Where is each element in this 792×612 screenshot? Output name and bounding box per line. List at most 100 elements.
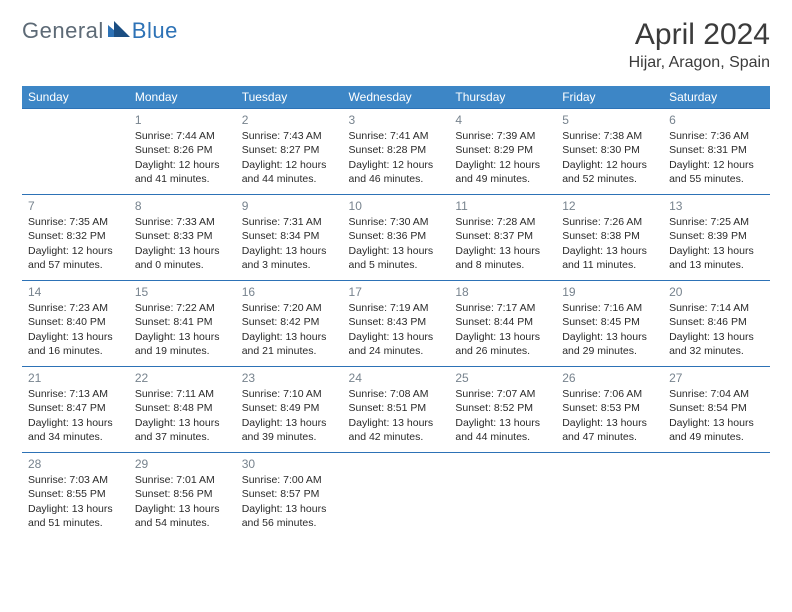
sunrise-text: Sunrise: 7:38 AM xyxy=(562,129,657,143)
daylight-text: Daylight: 13 hours and 39 minutes. xyxy=(242,416,337,444)
daylight-text: Daylight: 13 hours and 29 minutes. xyxy=(562,330,657,358)
day-cell: 1Sunrise: 7:44 AMSunset: 8:26 PMDaylight… xyxy=(129,109,236,195)
sunset-text: Sunset: 8:27 PM xyxy=(242,143,337,157)
daylight-text: Daylight: 13 hours and 47 minutes. xyxy=(562,416,657,444)
day-cell: 26Sunrise: 7:06 AMSunset: 8:53 PMDayligh… xyxy=(556,367,663,453)
weekday-header: Thursday xyxy=(449,86,556,109)
day-number: 6 xyxy=(669,112,764,128)
day-cell: 20Sunrise: 7:14 AMSunset: 8:46 PMDayligh… xyxy=(663,281,770,367)
sunset-text: Sunset: 8:31 PM xyxy=(669,143,764,157)
day-cell: 11Sunrise: 7:28 AMSunset: 8:37 PMDayligh… xyxy=(449,195,556,281)
day-number: 16 xyxy=(242,284,337,300)
sunset-text: Sunset: 8:33 PM xyxy=(135,229,230,243)
empty-cell xyxy=(556,453,663,539)
sunrise-text: Sunrise: 7:19 AM xyxy=(349,301,444,315)
daylight-text: Daylight: 13 hours and 51 minutes. xyxy=(28,502,123,530)
sunset-text: Sunset: 8:54 PM xyxy=(669,401,764,415)
day-number: 24 xyxy=(349,370,444,386)
day-cell: 17Sunrise: 7:19 AMSunset: 8:43 PMDayligh… xyxy=(343,281,450,367)
week-row: 1Sunrise: 7:44 AMSunset: 8:26 PMDaylight… xyxy=(22,109,770,195)
sunset-text: Sunset: 8:37 PM xyxy=(455,229,550,243)
day-number: 15 xyxy=(135,284,230,300)
daylight-text: Daylight: 13 hours and 24 minutes. xyxy=(349,330,444,358)
sunset-text: Sunset: 8:30 PM xyxy=(562,143,657,157)
calendar-table: SundayMondayTuesdayWednesdayThursdayFrid… xyxy=(22,86,770,539)
sunrise-text: Sunrise: 7:43 AM xyxy=(242,129,337,143)
daylight-text: Daylight: 13 hours and 49 minutes. xyxy=(669,416,764,444)
daylight-text: Daylight: 12 hours and 44 minutes. xyxy=(242,158,337,186)
day-cell: 18Sunrise: 7:17 AMSunset: 8:44 PMDayligh… xyxy=(449,281,556,367)
day-number: 3 xyxy=(349,112,444,128)
daylight-text: Daylight: 12 hours and 57 minutes. xyxy=(28,244,123,272)
daylight-text: Daylight: 13 hours and 32 minutes. xyxy=(669,330,764,358)
daylight-text: Daylight: 13 hours and 42 minutes. xyxy=(349,416,444,444)
sunset-text: Sunset: 8:48 PM xyxy=(135,401,230,415)
sunset-text: Sunset: 8:29 PM xyxy=(455,143,550,157)
sunset-text: Sunset: 8:32 PM xyxy=(28,229,123,243)
daylight-text: Daylight: 13 hours and 21 minutes. xyxy=(242,330,337,358)
day-number: 5 xyxy=(562,112,657,128)
sunrise-text: Sunrise: 7:08 AM xyxy=(349,387,444,401)
sunrise-text: Sunrise: 7:39 AM xyxy=(455,129,550,143)
sunset-text: Sunset: 8:55 PM xyxy=(28,487,123,501)
empty-cell xyxy=(449,453,556,539)
weekday-header: Tuesday xyxy=(236,86,343,109)
daylight-text: Daylight: 13 hours and 37 minutes. xyxy=(135,416,230,444)
daylight-text: Daylight: 13 hours and 5 minutes. xyxy=(349,244,444,272)
day-number: 23 xyxy=(242,370,337,386)
sunrise-text: Sunrise: 7:33 AM xyxy=(135,215,230,229)
sunset-text: Sunset: 8:45 PM xyxy=(562,315,657,329)
daylight-text: Daylight: 13 hours and 3 minutes. xyxy=(242,244,337,272)
sunset-text: Sunset: 8:49 PM xyxy=(242,401,337,415)
calendar-body: 1Sunrise: 7:44 AMSunset: 8:26 PMDaylight… xyxy=(22,109,770,539)
sunrise-text: Sunrise: 7:25 AM xyxy=(669,215,764,229)
sunset-text: Sunset: 8:39 PM xyxy=(669,229,764,243)
daylight-text: Daylight: 13 hours and 26 minutes. xyxy=(455,330,550,358)
sunset-text: Sunset: 8:46 PM xyxy=(669,315,764,329)
sunrise-text: Sunrise: 7:30 AM xyxy=(349,215,444,229)
day-cell: 3Sunrise: 7:41 AMSunset: 8:28 PMDaylight… xyxy=(343,109,450,195)
day-cell: 5Sunrise: 7:38 AMSunset: 8:30 PMDaylight… xyxy=(556,109,663,195)
day-cell: 6Sunrise: 7:36 AMSunset: 8:31 PMDaylight… xyxy=(663,109,770,195)
sunset-text: Sunset: 8:51 PM xyxy=(349,401,444,415)
sunset-text: Sunset: 8:28 PM xyxy=(349,143,444,157)
sunrise-text: Sunrise: 7:22 AM xyxy=(135,301,230,315)
daylight-text: Daylight: 12 hours and 41 minutes. xyxy=(135,158,230,186)
daylight-text: Daylight: 13 hours and 54 minutes. xyxy=(135,502,230,530)
day-cell: 27Sunrise: 7:04 AMSunset: 8:54 PMDayligh… xyxy=(663,367,770,453)
weekday-header-row: SundayMondayTuesdayWednesdayThursdayFrid… xyxy=(22,86,770,109)
daylight-text: Daylight: 13 hours and 44 minutes. xyxy=(455,416,550,444)
day-number: 4 xyxy=(455,112,550,128)
empty-cell xyxy=(22,109,129,195)
sunrise-text: Sunrise: 7:01 AM xyxy=(135,473,230,487)
day-cell: 22Sunrise: 7:11 AMSunset: 8:48 PMDayligh… xyxy=(129,367,236,453)
logo-text-general: General xyxy=(22,18,104,44)
daylight-text: Daylight: 13 hours and 19 minutes. xyxy=(135,330,230,358)
day-number: 22 xyxy=(135,370,230,386)
daylight-text: Daylight: 12 hours and 46 minutes. xyxy=(349,158,444,186)
day-number: 27 xyxy=(669,370,764,386)
daylight-text: Daylight: 12 hours and 52 minutes. xyxy=(562,158,657,186)
day-number: 2 xyxy=(242,112,337,128)
sunrise-text: Sunrise: 7:11 AM xyxy=(135,387,230,401)
week-row: 28Sunrise: 7:03 AMSunset: 8:55 PMDayligh… xyxy=(22,453,770,539)
sunset-text: Sunset: 8:34 PM xyxy=(242,229,337,243)
day-number: 19 xyxy=(562,284,657,300)
day-cell: 7Sunrise: 7:35 AMSunset: 8:32 PMDaylight… xyxy=(22,195,129,281)
sunset-text: Sunset: 8:36 PM xyxy=(349,229,444,243)
sunset-text: Sunset: 8:57 PM xyxy=(242,487,337,501)
day-number: 29 xyxy=(135,456,230,472)
day-number: 26 xyxy=(562,370,657,386)
week-row: 7Sunrise: 7:35 AMSunset: 8:32 PMDaylight… xyxy=(22,195,770,281)
sunrise-text: Sunrise: 7:28 AM xyxy=(455,215,550,229)
day-cell: 16Sunrise: 7:20 AMSunset: 8:42 PMDayligh… xyxy=(236,281,343,367)
day-cell: 30Sunrise: 7:00 AMSunset: 8:57 PMDayligh… xyxy=(236,453,343,539)
weekday-header: Friday xyxy=(556,86,663,109)
page-header: General Blue April 2024 Hijar, Aragon, S… xyxy=(22,18,770,72)
day-cell: 14Sunrise: 7:23 AMSunset: 8:40 PMDayligh… xyxy=(22,281,129,367)
sunrise-text: Sunrise: 7:00 AM xyxy=(242,473,337,487)
day-cell: 28Sunrise: 7:03 AMSunset: 8:55 PMDayligh… xyxy=(22,453,129,539)
day-number: 25 xyxy=(455,370,550,386)
day-number: 30 xyxy=(242,456,337,472)
daylight-text: Daylight: 13 hours and 56 minutes. xyxy=(242,502,337,530)
